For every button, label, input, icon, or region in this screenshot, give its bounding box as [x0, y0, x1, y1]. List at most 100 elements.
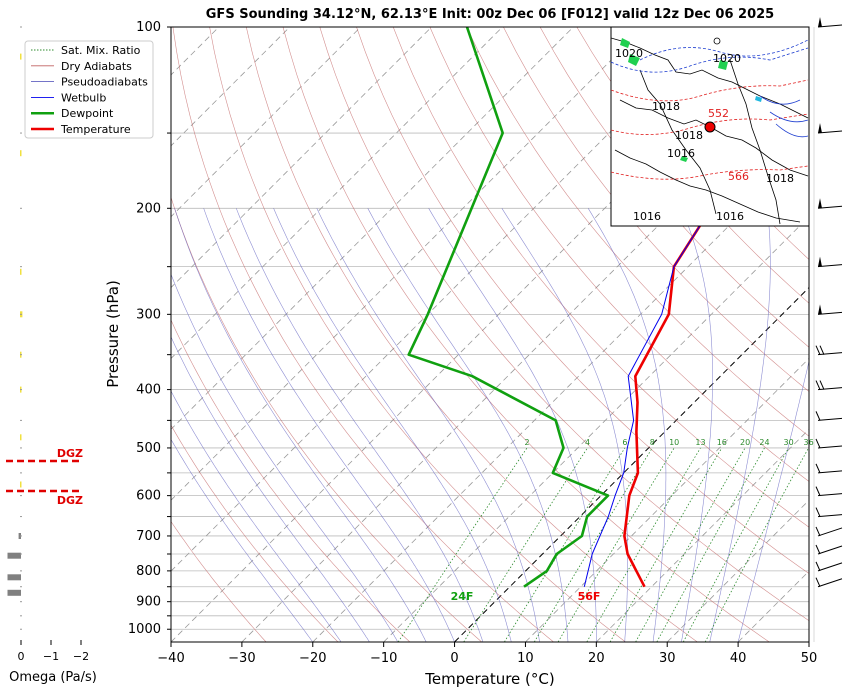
inset-label: 552: [708, 107, 729, 120]
wind-barb-feather: [815, 411, 821, 421]
pseudoadiabat: [203, 208, 455, 642]
wind-barb-feather: [815, 438, 821, 449]
y-tick-label: 300: [136, 307, 161, 322]
pseudoadiabat: [316, 208, 540, 642]
omega-bar: [20, 150, 22, 157]
mixing-ratio-line: [609, 447, 723, 642]
mixing-ratio-label: 16: [717, 438, 727, 447]
x-tick-label: −40: [157, 651, 184, 666]
inset-label: 1018: [675, 129, 703, 142]
wind-barb-staff: [817, 387, 843, 391]
wind-barb-staff: [817, 562, 843, 572]
inset-label: 1016: [633, 210, 661, 223]
dry-adiabat: [172, 27, 554, 642]
legend-label: Dewpoint: [61, 107, 114, 120]
omega-panel: DGZ DGZ 0 −1 −2 Omega (Pa/s): [6, 26, 97, 685]
legend-label: Pseudoadiabats: [61, 76, 148, 89]
mixing-ratio-line: [533, 447, 653, 642]
pseudoadiabat: [171, 438, 314, 642]
x-tick-label: −30: [228, 651, 255, 666]
mixing-ratio-label: 4: [585, 438, 590, 447]
pseudoadiabat: [737, 359, 809, 642]
isotherm-line: [596, 428, 809, 642]
omega-bar: [20, 268, 22, 275]
pseudoadiabat: [171, 390, 342, 642]
mixing-ratio-labels: 2 4 6 8 10 13 16 20 24 30 36: [524, 438, 813, 447]
wind-barb-staff: [817, 493, 843, 497]
pseudoadiabat: [367, 208, 569, 642]
mixing-ratio-line: [463, 447, 588, 642]
surface-labels: 24F 56F: [451, 590, 601, 603]
isotherm-line: [171, 27, 291, 147]
isotherm-line: [171, 27, 503, 360]
isotherm-line: [171, 27, 432, 289]
mixing-ratio-label: 8: [650, 438, 655, 447]
dry-adiabat: [392, 27, 809, 528]
dry-adiabat: [246, 27, 698, 642]
dry-adiabat: [171, 424, 339, 642]
dgz-bottom-label: DGZ: [57, 494, 83, 507]
pseudoadiabat: [681, 208, 713, 642]
inset-label: 1020: [615, 47, 643, 60]
x-tick-label: 0: [450, 651, 458, 666]
y-tick-label: 200: [136, 201, 161, 216]
omega-tick-label: −1: [43, 650, 59, 663]
omega-bar: [20, 53, 22, 60]
pseudoadiabat: [273, 208, 512, 642]
y-tick-label: 700: [136, 529, 161, 544]
dry-adiabat: [539, 27, 809, 348]
pseudoadiabat: [428, 208, 597, 642]
wind-barb-staff: [817, 311, 843, 315]
isotherm-line: [171, 27, 645, 501]
plot-frame: [170, 26, 810, 643]
omega-bar: [20, 481, 22, 488]
mixing-ratio-line: [635, 447, 746, 642]
wind-barb-feather: [815, 526, 821, 537]
legend-label: Sat. Mix. Ratio: [61, 44, 141, 57]
mixing-ratio-label: 20: [740, 438, 750, 447]
y-tick-label: 100: [136, 20, 161, 35]
wind-barb-feather: [815, 463, 821, 474]
x-tick-label: 10: [517, 651, 534, 666]
inset-label: 1020: [713, 52, 741, 65]
mixing-ratio-line: [557, 447, 675, 642]
omega-bar: [7, 552, 21, 559]
omega-axis-label: Omega (Pa/s): [9, 670, 97, 685]
wind-barb-feather: [815, 486, 821, 496]
x-tick-label: −10: [370, 651, 397, 666]
wind-barb-pennant: [818, 304, 822, 315]
chart-title: GFS Sounding 34.12°N, 62.13°E Init: 00z …: [206, 7, 774, 22]
omega-bar: [7, 589, 21, 596]
y-tick-label: 500: [136, 441, 161, 456]
x-tick-label: 20: [588, 651, 605, 666]
pseudoadiabat: [236, 208, 484, 642]
wind-barb-pennant: [818, 123, 822, 134]
mixing-ratio-line: [682, 447, 789, 642]
wind-barb-pennant: [818, 17, 822, 27]
wind-barb-feather: [815, 577, 821, 587]
x-axis-label: Temperature (°C): [424, 670, 554, 688]
x-tick-label: 40: [730, 651, 747, 666]
wind-barb-staff: [817, 130, 843, 134]
wind-barbs: [813, 17, 843, 642]
wind-barb-staff: [817, 545, 843, 555]
inset-label: 1016: [716, 210, 744, 223]
legend: Sat. Mix. Ratio Dry Adiabats Pseudoadiabat…: [24, 40, 154, 139]
mixing-ratio-label: 2: [524, 438, 529, 447]
dry-adiabat: [171, 319, 411, 642]
wind-barb-staff: [817, 527, 843, 537]
isotherm-line: [525, 357, 809, 642]
inset-map: 1020 1020 1018 1018 1016 1016 1016 1018 …: [610, 26, 810, 227]
pseudoadiabat: [171, 336, 370, 642]
x-tick-label: −20: [299, 651, 326, 666]
mixing-ratio-label: 10: [669, 438, 679, 447]
omega-tick-label: −2: [73, 650, 89, 663]
isotherm-line: [666, 499, 809, 642]
wind-barb-feather: [819, 345, 825, 355]
wind-barb-feather: [815, 561, 821, 572]
dry-adiabat: [466, 27, 809, 437]
inset-label: 1018: [766, 172, 794, 185]
isotherm-line: [312, 145, 809, 642]
dry-adiabat: [503, 27, 809, 392]
y-tick-label: 800: [136, 564, 161, 579]
